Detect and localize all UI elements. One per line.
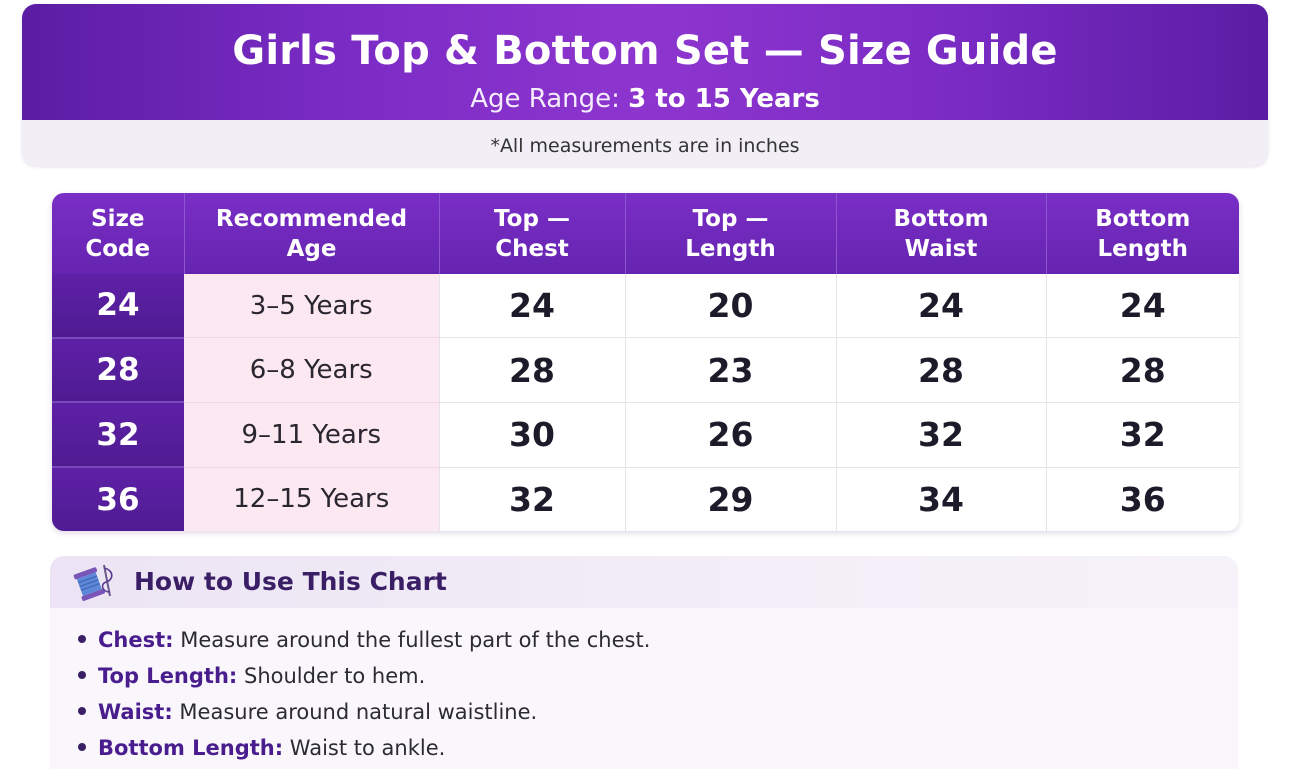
age-cell: 3–5 Years [184,274,440,339]
size-code-cell: 28 [52,337,184,404]
bullet-icon [78,671,86,679]
bottom-length-cell: 28 [1046,337,1239,403]
list-item: Bottom Length: Waist to ankle. [78,730,650,766]
list-item: Top Length: Shoulder to hem. [78,658,650,694]
top-length-cell: 29 [625,467,837,531]
item-text: Measure around the fullest part of the c… [173,628,651,652]
bottom-length-cell: 32 [1046,402,1239,468]
chest-cell: 30 [439,402,626,468]
top-length-cell: 26 [625,402,837,468]
how-to-title: How to Use This Chart [134,567,447,596]
age-cell: 9–11 Years [184,402,440,468]
item-text: Waist to ankle. [283,736,446,760]
size-code-cell: 36 [52,467,184,531]
col-header-recommended-age: Recommended Age [184,193,440,274]
bottom-length-cell: 36 [1046,467,1239,531]
col-header-top-length: Top — Length [625,193,837,274]
thread-spool-needle-icon [73,564,113,601]
table-row: 32 9–11 Years 30 26 32 32 [52,402,1239,469]
item-term: Chest: [98,628,174,652]
header-band [22,4,1268,120]
age-cell: 12–15 Years [184,467,440,531]
waist-cell: 32 [836,402,1047,468]
col-header-size-code: Size Code [52,193,185,274]
header-card: Girls Top & Bottom Set — Size Guide Age … [22,4,1268,166]
table-row: 24 3–5 Years 24 20 24 24 [52,274,1239,339]
col-header-bottom-length: Bottom Length [1046,193,1239,274]
chest-cell: 32 [439,467,626,531]
size-code-cell: 24 [52,274,184,339]
page-title: Girls Top & Bottom Set — Size Guide [232,28,1058,74]
chest-cell: 28 [439,337,626,403]
waist-cell: 24 [836,274,1047,339]
list-item: Chest: Measure around the fullest part o… [78,622,650,658]
age-cell: 6–8 Years [184,337,440,403]
how-to-header: How to Use This Chart [50,556,1238,608]
age-range-label: Age Range: [470,84,620,114]
top-length-cell: 23 [625,337,837,403]
bullet-icon [78,707,86,715]
item-text: Measure around natural waistline. [172,700,538,724]
item-text: Shoulder to hem. [237,664,426,688]
bullet-icon [78,743,86,751]
bullet-icon [78,635,86,643]
how-to-list: Chest: Measure around the fullest part o… [78,622,650,766]
col-header-top-chest: Top — Chest [439,193,626,274]
size-code-cell: 32 [52,402,184,469]
item-term: Bottom Length: [98,736,284,760]
how-to-panel: How to Use This Chart Chest: Measure aro… [50,556,1238,769]
top-length-cell: 20 [625,274,837,339]
size-table: Size Code Recommended Age Top — Chest Top —… [52,193,1239,531]
item-term: Waist: [98,700,173,724]
list-item: Waist: Measure around natural waistline. [78,694,650,730]
table-row: 28 6–8 Years 28 23 28 28 [52,337,1239,404]
chest-cell: 24 [439,274,626,339]
item-term: Top Length: [98,664,238,688]
age-range: Age Range: 3 to 15 Years [22,84,1268,114]
measurement-note: *All measurements are in inches [490,135,800,157]
table-header-row: Size Code Recommended Age Top — Chest Top —… [52,193,1239,274]
table-row: 36 12–15 Years 32 29 34 36 [52,467,1239,531]
age-range-value: 3 to 15 Years [628,84,820,114]
bottom-length-cell: 24 [1046,274,1239,339]
waist-cell: 34 [836,467,1047,531]
col-header-bottom-waist: Bottom Waist [836,193,1047,274]
waist-cell: 28 [836,337,1047,403]
